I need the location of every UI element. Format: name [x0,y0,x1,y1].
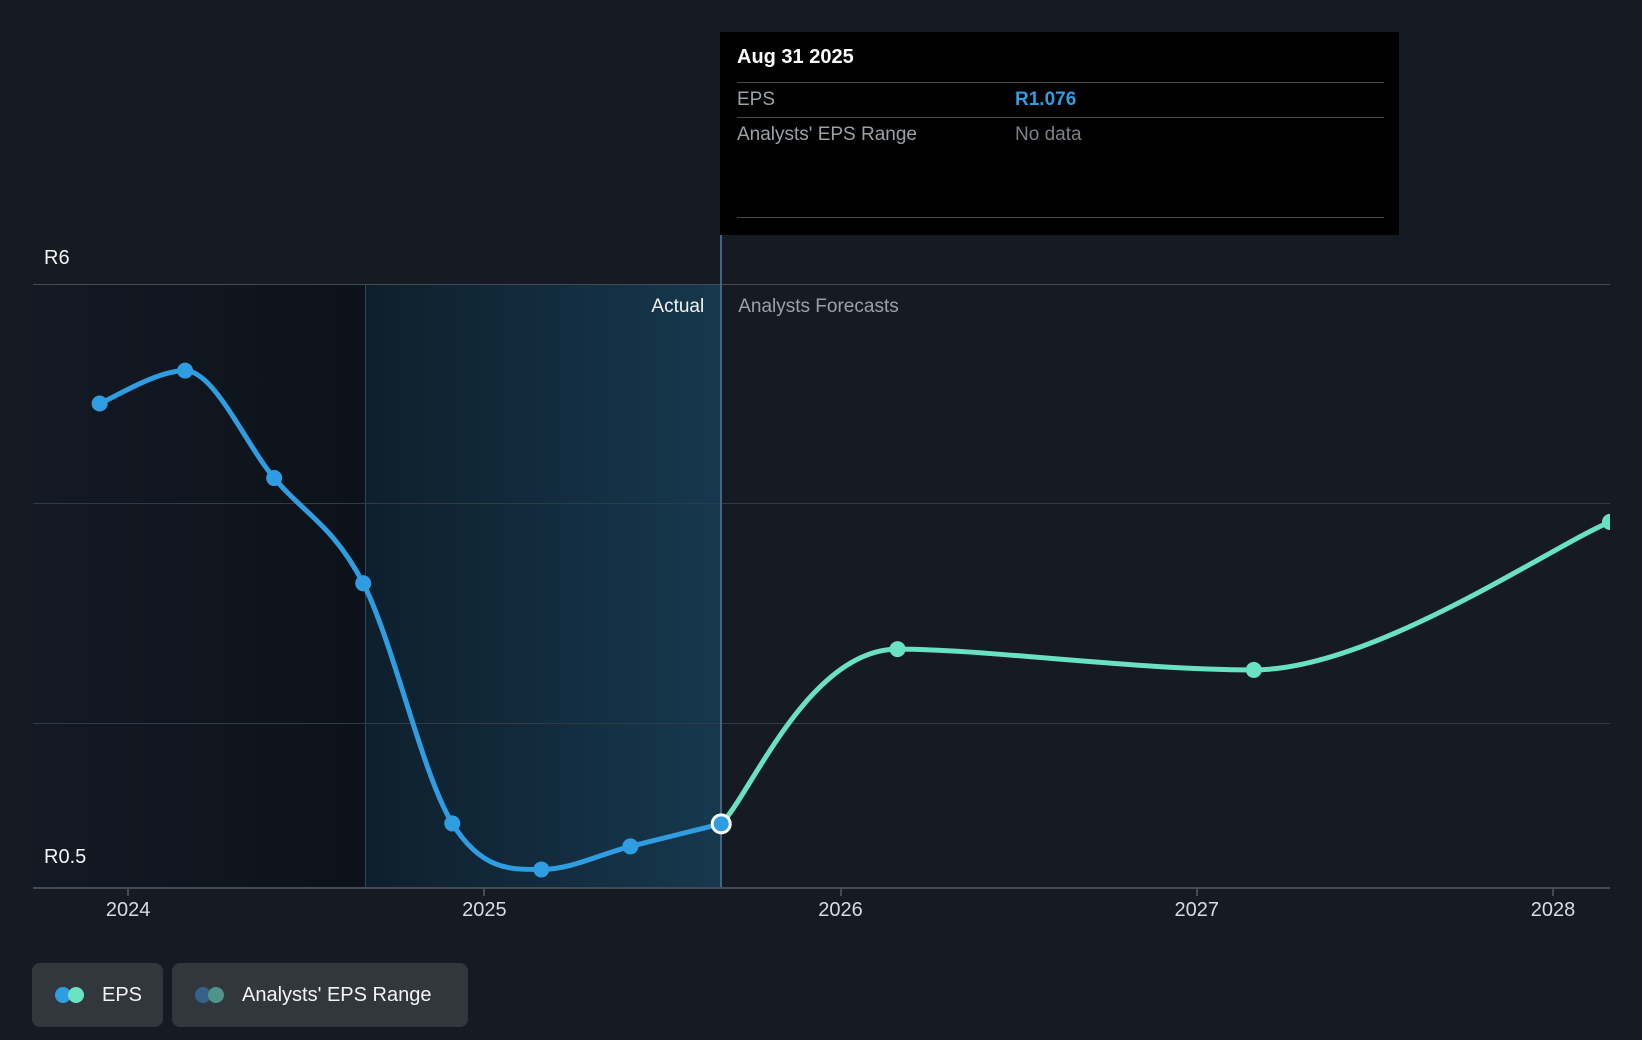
y-axis-label-top: R6 [44,247,70,269]
actual-eps-line[interactable] [97,368,724,873]
x-tick-2028 [1552,889,1554,896]
gridline-R6 [33,284,1610,285]
tooltip-eps-value: R1.076 [1015,89,1077,110]
forecast-phase-label: Analysts Forecasts [738,296,899,317]
legend-eps-label: EPS [102,983,143,1006]
legend-analysts-range-toggle[interactable]: Analysts' EPS Range [172,963,468,1027]
y-axis-label-bottom: R0.5 [44,846,87,868]
x-tick-2024 [127,889,130,896]
legend-analysts-range-label: Analysts' EPS Range [242,983,432,1006]
tooltip-date: Aug 31 2025 [737,45,854,68]
forecast-point-Feb-28-2027[interactable] [1245,661,1262,678]
x-axis-line [33,887,1610,889]
actual-point-Nov-30-2024[interactable] [444,815,461,832]
gridline-R2 [33,722,1610,724]
tooltip-eps-label: EPS [737,89,776,110]
eps-series-icon [55,987,84,1003]
x-tick-label-2028: 2028 [1530,899,1576,921]
tooltip-range-value: No data [1015,124,1082,145]
past-year-highlight-band [365,284,723,887]
analysts-range-series-icon [195,987,224,1003]
tooltip-divider [737,117,1384,118]
x-tick-label-2025: 2025 [462,899,507,921]
actual-point-May-31-2024[interactable] [266,470,283,487]
tooltip-range-label: Analysts' EPS Range [737,124,917,145]
forecast-eps-line[interactable] [718,519,1610,827]
forecast-point-Feb-28-2026[interactable] [889,641,906,658]
actual-point-Feb-29-2024[interactable] [177,362,194,379]
actual-point-Aug-31-2024[interactable] [355,575,372,592]
tooltip-range-row: Analysts' EPS Range No data [720,118,1399,152]
forecast-point-Feb-29-2028[interactable] [1602,513,1610,530]
legend-eps-toggle[interactable]: EPS [32,963,163,1027]
gridline-R4 [33,503,1610,505]
tooltip-eps-row: EPS R1.076 [720,83,1399,117]
x-tick-label-2027: 2027 [1174,899,1220,921]
x-tick-label-2026: 2026 [818,899,863,921]
x-tick-label-2024: 2024 [105,899,151,921]
tooltip-divider [737,82,1384,83]
tooltip-divider [737,217,1384,218]
actual-point-Nov-30-2023[interactable] [91,395,108,412]
selected-point-Aug-31-2025[interactable] [710,813,732,835]
actual-point-May-31-2025[interactable] [622,838,639,855]
x-tick-2027 [1195,889,1198,896]
actual-forecast-divider [720,235,723,887]
x-tick-2025 [483,889,486,896]
x-tick-2026 [839,889,842,896]
chart-tooltip: Aug 31 2025 EPS R1.076 Analysts' EPS Ran… [720,32,1399,235]
actual-period-background [33,284,365,887]
actual-point-Feb-28-2025[interactable] [533,861,550,878]
chart-plot-area[interactable] [33,284,1610,887]
actual-phase-label: Actual [651,296,705,317]
